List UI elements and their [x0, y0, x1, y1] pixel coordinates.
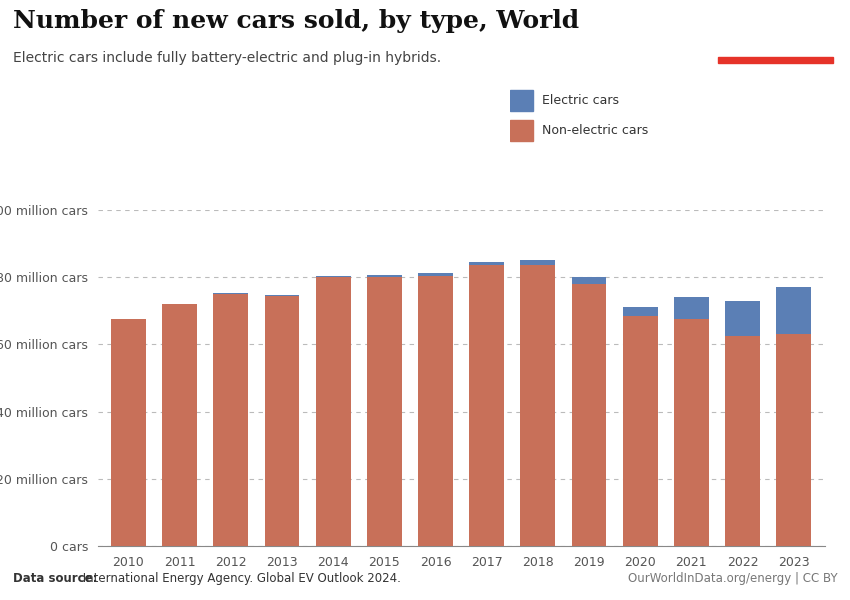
Bar	[674, 319, 709, 546]
Bar	[162, 304, 197, 546]
Text: in Data: in Data	[753, 37, 798, 47]
Text: Data source:: Data source:	[13, 572, 97, 585]
Bar	[316, 277, 350, 546]
Bar	[316, 276, 350, 277]
Bar	[213, 294, 248, 546]
Bar	[520, 265, 555, 546]
Bar	[469, 265, 504, 546]
Bar	[725, 301, 760, 336]
Bar	[572, 284, 606, 546]
Bar	[264, 295, 299, 296]
Bar	[520, 260, 555, 265]
Bar	[572, 277, 606, 284]
Bar	[264, 296, 299, 546]
Text: Non-electric cars: Non-electric cars	[542, 124, 649, 137]
Text: Our World: Our World	[744, 20, 808, 30]
Text: OurWorldInData.org/energy | CC BY: OurWorldInData.org/energy | CC BY	[627, 572, 837, 585]
Bar	[367, 277, 402, 546]
Text: Electric cars include fully battery-electric and plug-in hybrids.: Electric cars include fully battery-elec…	[13, 51, 441, 65]
Bar	[510, 90, 533, 111]
Bar	[725, 336, 760, 546]
Bar	[718, 56, 833, 63]
Bar	[674, 298, 709, 319]
Bar	[776, 334, 811, 546]
Bar	[469, 262, 504, 265]
Text: Electric cars: Electric cars	[542, 94, 620, 107]
Bar	[623, 307, 658, 316]
Bar	[510, 120, 533, 141]
Bar	[111, 319, 146, 546]
Text: Number of new cars sold, by type, World: Number of new cars sold, by type, World	[13, 9, 579, 33]
Bar	[623, 316, 658, 546]
Bar	[367, 275, 402, 277]
Bar	[776, 287, 811, 334]
Bar	[213, 293, 248, 294]
Bar	[418, 273, 453, 275]
Bar	[418, 275, 453, 546]
Text: International Energy Agency. Global EV Outlook 2024.: International Energy Agency. Global EV O…	[79, 572, 401, 585]
